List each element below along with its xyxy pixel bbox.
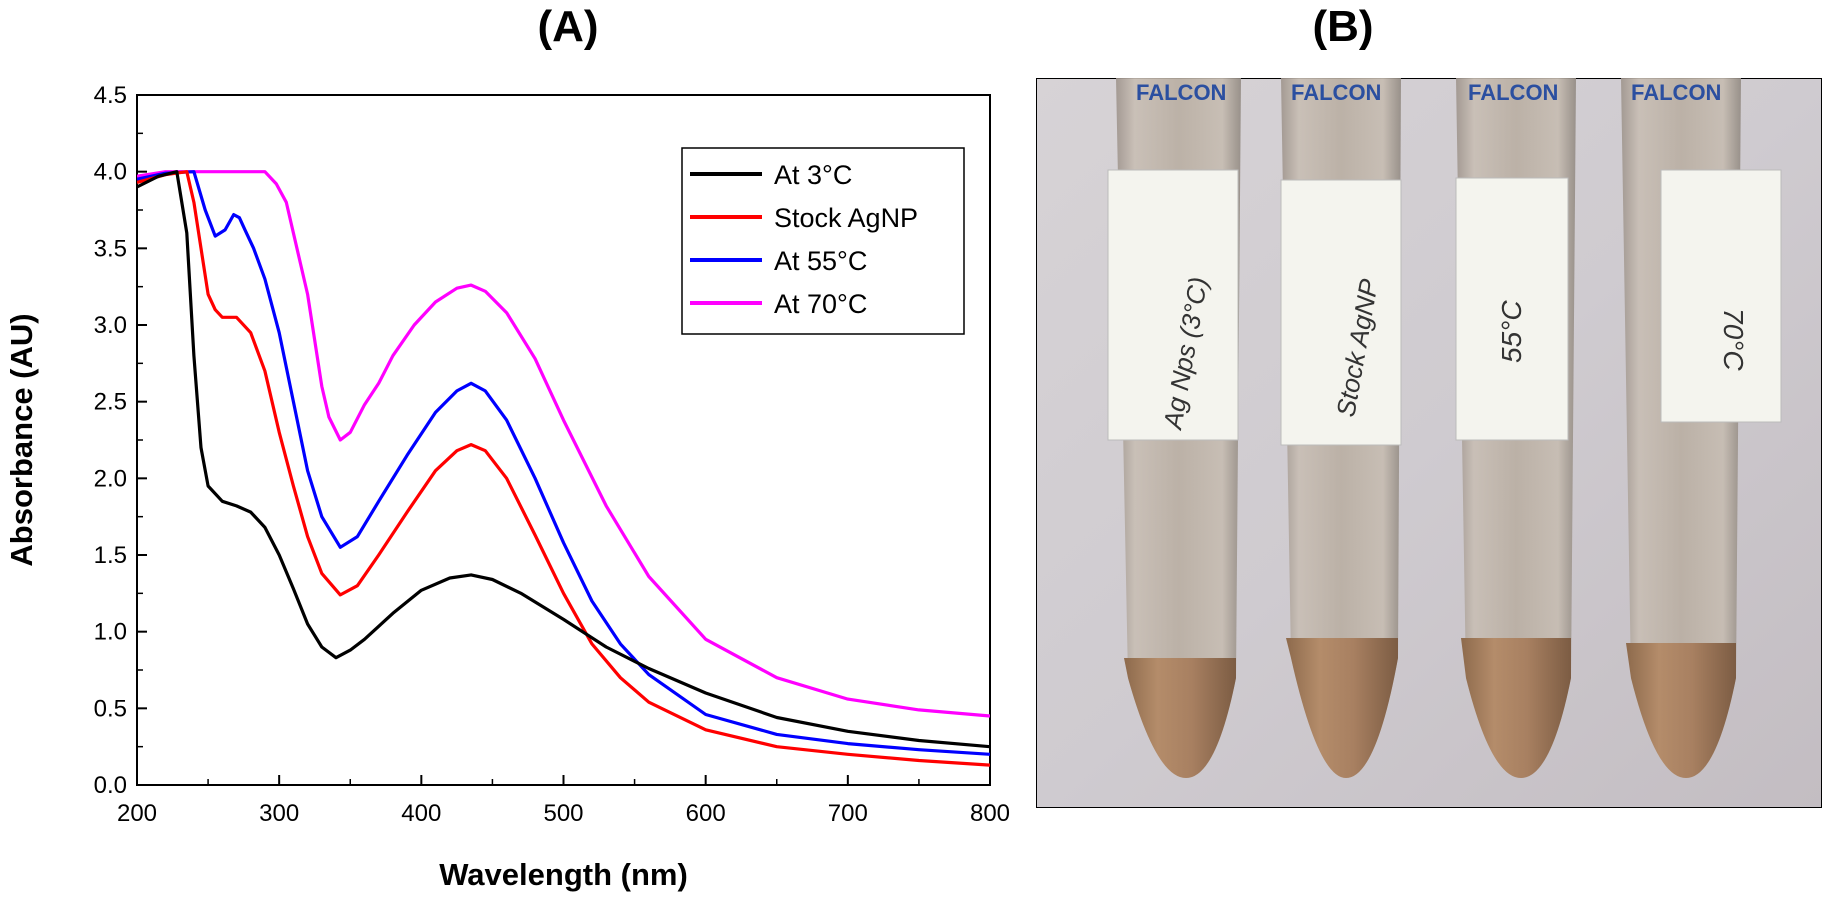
series-line-1 <box>137 170 990 749</box>
tube-4: FALCON 70°C <box>1621 78 1782 778</box>
panel-a-label: (A) <box>537 2 599 51</box>
x-tick-label: 700 <box>828 800 868 827</box>
tube-1-brand: FALCON <box>1136 80 1226 105</box>
y-tick-label: 0.5 <box>94 695 127 722</box>
series-line-3 <box>137 170 990 756</box>
x-axis-label: Wavelength (nm) <box>439 857 688 892</box>
tube-4-label: 70°C <box>1718 308 1749 371</box>
y-tick-label: 2.0 <box>94 465 127 492</box>
tube-1: FALCON Ag Nps (3°C) <box>1107 78 1241 778</box>
series-line-4 <box>137 170 990 718</box>
legend-label: Stock AgNP <box>774 203 918 233</box>
x-tick-label: 600 <box>686 800 726 827</box>
x-tick-label: 300 <box>259 800 299 827</box>
x-tick-label: 400 <box>401 800 441 827</box>
y-tick-label: 1.5 <box>94 542 127 569</box>
legend-label: At 70°C <box>774 289 867 319</box>
x-tick-label: 200 <box>117 800 157 827</box>
y-tick-label: 0.0 <box>94 772 127 799</box>
tube-3-brand: FALCON <box>1468 80 1558 105</box>
y-tick-label: 1.0 <box>94 619 127 646</box>
series-line-2 <box>137 170 990 767</box>
tube-2: FALCON Stock AgNP <box>1280 78 1402 778</box>
y-tick-label: 4.0 <box>94 159 127 186</box>
panel-b-label: (B) <box>1312 2 1374 51</box>
legend-label: At 55°C <box>774 246 867 276</box>
tube-4-brand: FALCON <box>1631 80 1721 105</box>
y-tick-label: 2.5 <box>94 389 127 416</box>
y-tick-label: 3.0 <box>94 312 127 339</box>
y-axis-label: Absorbance (AU) <box>4 313 39 566</box>
y-tick-label: 4.5 <box>94 82 127 109</box>
falcon-tubes-photo: FALCON Ag Nps (3°C) FALCON Stock AgNP FA… <box>1036 78 1822 808</box>
absorbance-chart: 200 300 400 500 600 700 800 0.0 0.5 1.0 1.5 2.0 2.5 3… <box>4 82 1010 892</box>
tube-3: FALCON 55°C <box>1455 78 1576 778</box>
tube-2-brand: FALCON <box>1291 80 1381 105</box>
x-tick-label: 500 <box>543 800 583 827</box>
y-tick-label: 3.5 <box>94 235 127 262</box>
tube-3-label: 55°C <box>1496 300 1527 363</box>
legend-label: At 3°C <box>774 160 852 190</box>
x-tick-label: 800 <box>970 800 1010 827</box>
